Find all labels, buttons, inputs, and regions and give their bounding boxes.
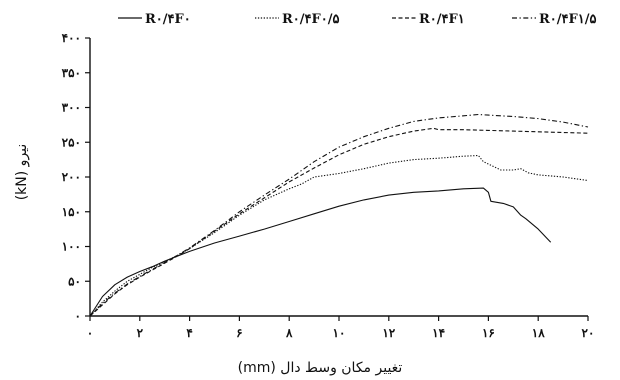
- x-tick-label: ۰: [87, 326, 93, 340]
- x-ticks: ۰ ۲ ۴ ۶ ۸ ۱۰ ۱۲ ۱۴ ۱۶ ۱۸ ۲۰: [87, 316, 595, 340]
- x-tick-label: ۴: [186, 326, 192, 340]
- y-tick-label: ۲۰۰: [62, 170, 81, 184]
- legend-label-2: R۰/۴F۰/۵: [282, 12, 339, 27]
- y-tick-label: ۰: [75, 309, 81, 323]
- legend: R۰/۴F۰ R۰/۴F۰/۵ R۰/۴F۱ R۰/۴F۱/۵: [118, 12, 596, 27]
- x-tick-label: ۱۶: [482, 326, 495, 340]
- series-line-4: [89, 113, 589, 317]
- y-tick-label: ۵۰: [68, 274, 81, 288]
- axes: [89, 38, 588, 317]
- x-tick-label: ۲: [137, 326, 144, 340]
- x-tick-label: ۱۰: [333, 326, 346, 340]
- legend-label-4: R۰/۴F۱/۵: [539, 12, 596, 27]
- legend-label-1: R۰/۴F۰: [145, 12, 191, 27]
- legend-label-3: R۰/۴F۱: [419, 12, 465, 27]
- y-tick-label: ۱۰۰: [62, 240, 81, 254]
- y-axis-title: نیرو (kN): [14, 144, 30, 201]
- y-tick-label: ۲۵۰: [62, 135, 81, 149]
- x-tick-label: ۲۰: [582, 326, 595, 340]
- series-lines: [89, 113, 589, 317]
- y-tick-label: ۳۰۰: [62, 101, 81, 115]
- x-axis-title: تغییر مکان وسط دال (mm): [238, 360, 403, 376]
- x-tick-label: ۱۸: [532, 326, 545, 340]
- x-tick-label: ۸: [285, 326, 293, 340]
- y-tick-label: ۴۰۰: [62, 31, 81, 45]
- y-tick-label: ۱۵۰: [62, 205, 81, 219]
- y-ticks: ۰ ۵۰ ۱۰۰ ۱۵۰ ۲۰۰ ۲۵۰ ۳۰۰ ۳۵۰ ۴۰۰: [62, 31, 90, 323]
- y-tick-label: ۳۵۰: [62, 66, 81, 80]
- series-line-3: [89, 127, 589, 317]
- x-tick-label: ۶: [236, 326, 242, 340]
- series-line-2: [89, 154, 589, 317]
- x-tick-label: ۱۴: [432, 326, 445, 340]
- series-line-1: [89, 187, 552, 317]
- x-tick-label: ۱۲: [382, 326, 395, 340]
